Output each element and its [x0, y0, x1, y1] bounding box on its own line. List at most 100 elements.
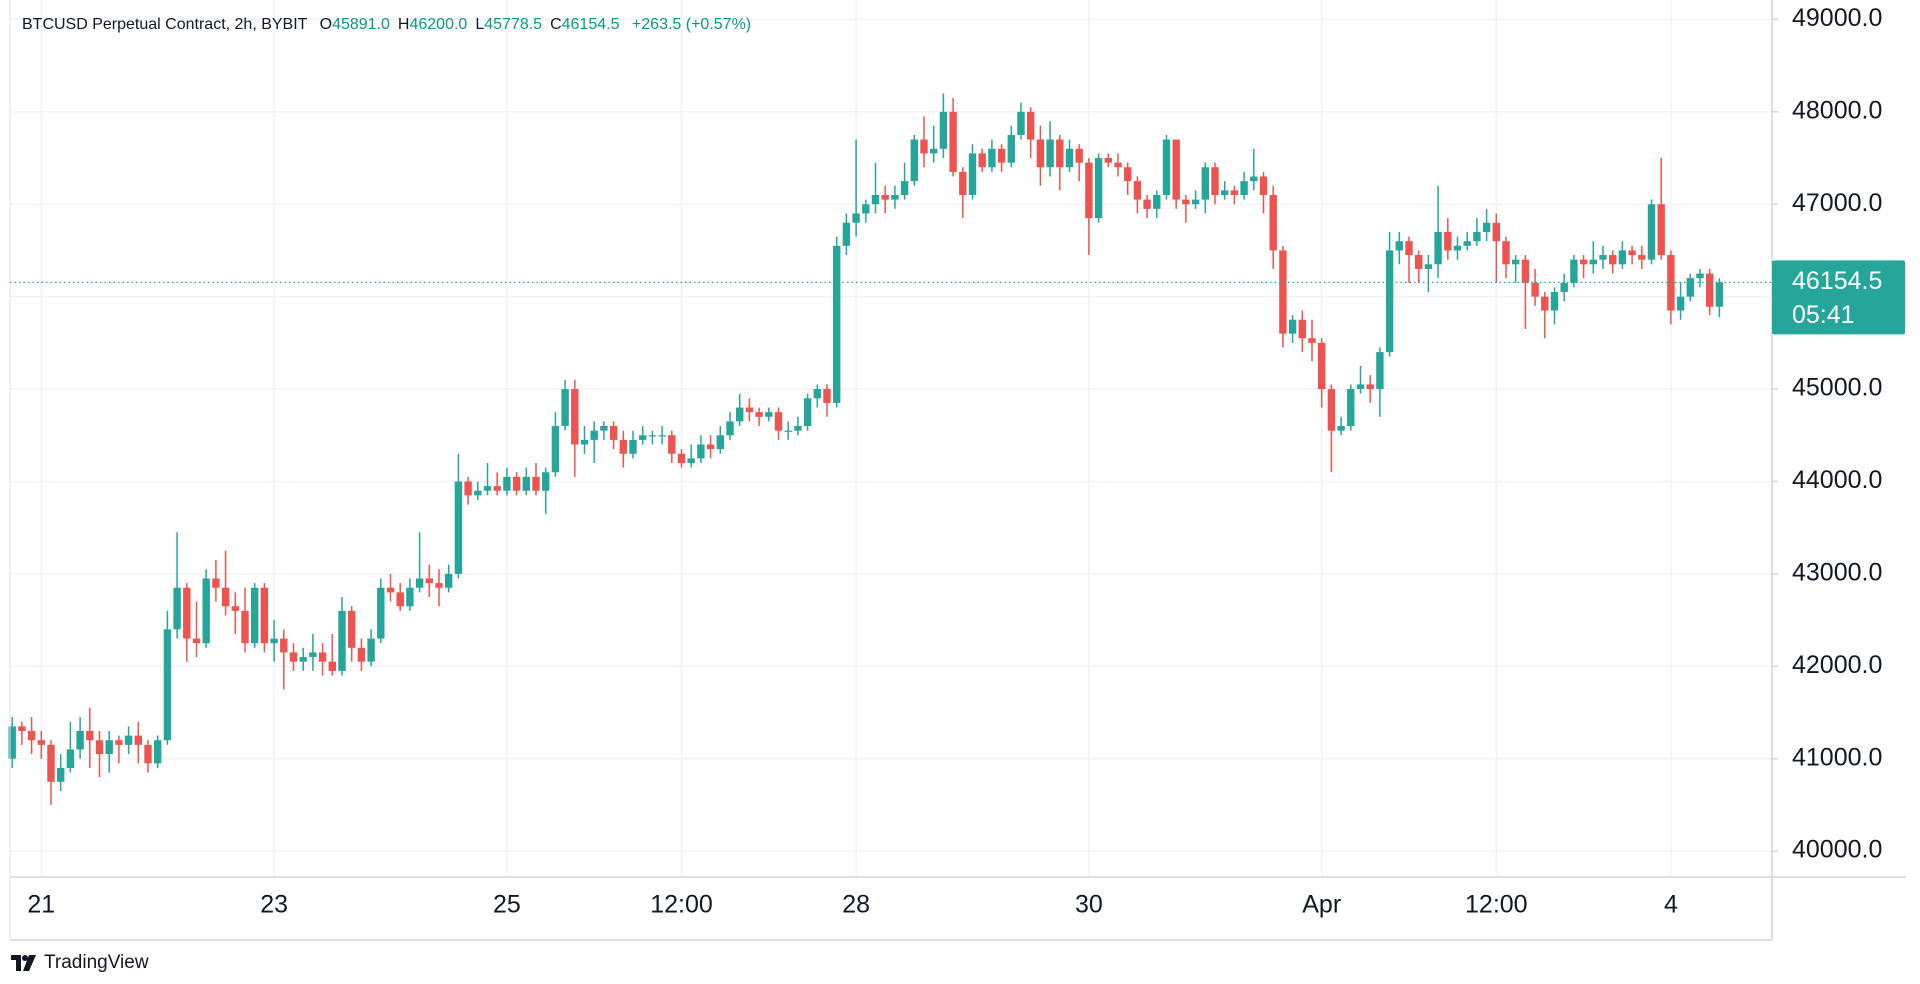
x-tick-label: 25 — [493, 891, 521, 919]
candle-body — [813, 389, 821, 399]
candle-body — [706, 444, 715, 450]
candle-body — [862, 204, 870, 214]
candle-body — [939, 111, 948, 149]
brand: TradingView — [10, 952, 149, 974]
candle-body — [192, 638, 201, 644]
candle-body — [1502, 241, 1510, 265]
candle-body — [435, 583, 443, 588]
candle-body — [803, 398, 812, 427]
candle-body — [270, 638, 278, 644]
candle-body — [1250, 176, 1258, 182]
candle-body — [289, 652, 298, 662]
candle-body — [115, 740, 123, 745]
candle-body — [784, 430, 792, 432]
candle-body — [629, 439, 637, 454]
ohlc-value: 45778.5 — [484, 16, 543, 33]
candle-body — [561, 389, 569, 427]
candle-body — [1405, 241, 1413, 256]
candle-body — [1541, 296, 1549, 311]
candle-body — [930, 148, 938, 154]
candle-body — [1609, 255, 1617, 265]
candle-body — [1347, 389, 1355, 427]
candle-body — [1094, 158, 1103, 219]
candle-body — [27, 730, 36, 741]
candle-body — [697, 444, 705, 459]
candle-body — [736, 407, 744, 422]
candle-body — [512, 476, 521, 491]
candle-body — [1521, 259, 1530, 283]
candle-body — [542, 472, 550, 491]
candle-body — [648, 435, 657, 437]
candle-body — [842, 222, 851, 246]
candle-body — [454, 481, 463, 574]
candle-body — [425, 578, 433, 584]
candle-body — [183, 587, 191, 639]
candle-body — [726, 421, 734, 436]
candle-body — [212, 578, 220, 588]
candle-body — [1385, 250, 1394, 353]
candle-body — [1444, 231, 1452, 251]
candle-body — [1512, 259, 1520, 265]
candle-body — [794, 426, 802, 431]
candle-body — [1114, 162, 1122, 168]
candle-body — [415, 578, 424, 588]
candle-body — [910, 139, 918, 182]
candle-body — [1143, 199, 1151, 209]
candle-body — [881, 194, 889, 200]
candle-body — [988, 148, 996, 168]
candle-body — [1191, 199, 1200, 205]
candle-body — [1424, 264, 1433, 269]
candle-body — [1676, 296, 1685, 311]
candle-body — [1308, 338, 1316, 343]
candle-body — [493, 486, 501, 491]
candle-body — [1298, 319, 1306, 339]
candles — [8, 93, 1724, 805]
candle-body — [37, 740, 45, 745]
x-tick-label: 12:00 — [650, 891, 713, 919]
candle-body — [997, 148, 1006, 163]
candle-body — [891, 194, 899, 200]
candle-body — [745, 407, 754, 413]
candle-body — [765, 412, 773, 417]
y-tick-label: 40000.0 — [1792, 836, 1882, 864]
ohlc-value: 46154.5 — [561, 16, 620, 33]
candle-body — [900, 181, 909, 195]
candle-body — [57, 767, 65, 782]
candle-body — [86, 730, 94, 741]
candle-body — [1337, 426, 1345, 431]
candle-body — [1221, 190, 1229, 195]
last-price-tag — [1772, 260, 1905, 335]
x-tick-label: 23 — [260, 891, 288, 919]
x-tick-label: 12:00 — [1465, 891, 1528, 919]
candle-body — [1269, 194, 1277, 251]
candle-body — [299, 657, 307, 662]
y-tick-label: 43000.0 — [1792, 558, 1882, 586]
grid — [10, 0, 1772, 877]
candle-body — [1201, 167, 1209, 200]
candle-body — [221, 587, 230, 607]
candle-body — [396, 592, 404, 607]
candle-body — [1172, 139, 1180, 200]
countdown: 05:41 — [1792, 301, 1855, 329]
candle-body — [1657, 204, 1665, 256]
candle-body — [1327, 389, 1336, 431]
candle-body — [1007, 134, 1015, 163]
candle-body — [377, 587, 385, 639]
candle-body — [580, 439, 589, 445]
candle-body — [1075, 148, 1083, 163]
candle-body — [18, 726, 26, 731]
candle-body — [173, 587, 181, 630]
candle-body — [1473, 231, 1481, 242]
candle-body — [105, 740, 113, 755]
candle-body — [1706, 273, 1714, 307]
candle-body — [1463, 241, 1471, 246]
ohlc-value: 45891.0 — [332, 16, 390, 33]
ohlc-value: 46200.0 — [409, 16, 468, 33]
ohlc: O45891.0 H46200.0 L45778.5 C46154.5 — [312, 16, 620, 33]
candle-body — [639, 435, 647, 440]
x-tick-label: 30 — [1075, 891, 1103, 919]
candle-body — [949, 111, 957, 172]
candle-body — [1211, 167, 1219, 195]
candle-body — [1085, 162, 1093, 219]
